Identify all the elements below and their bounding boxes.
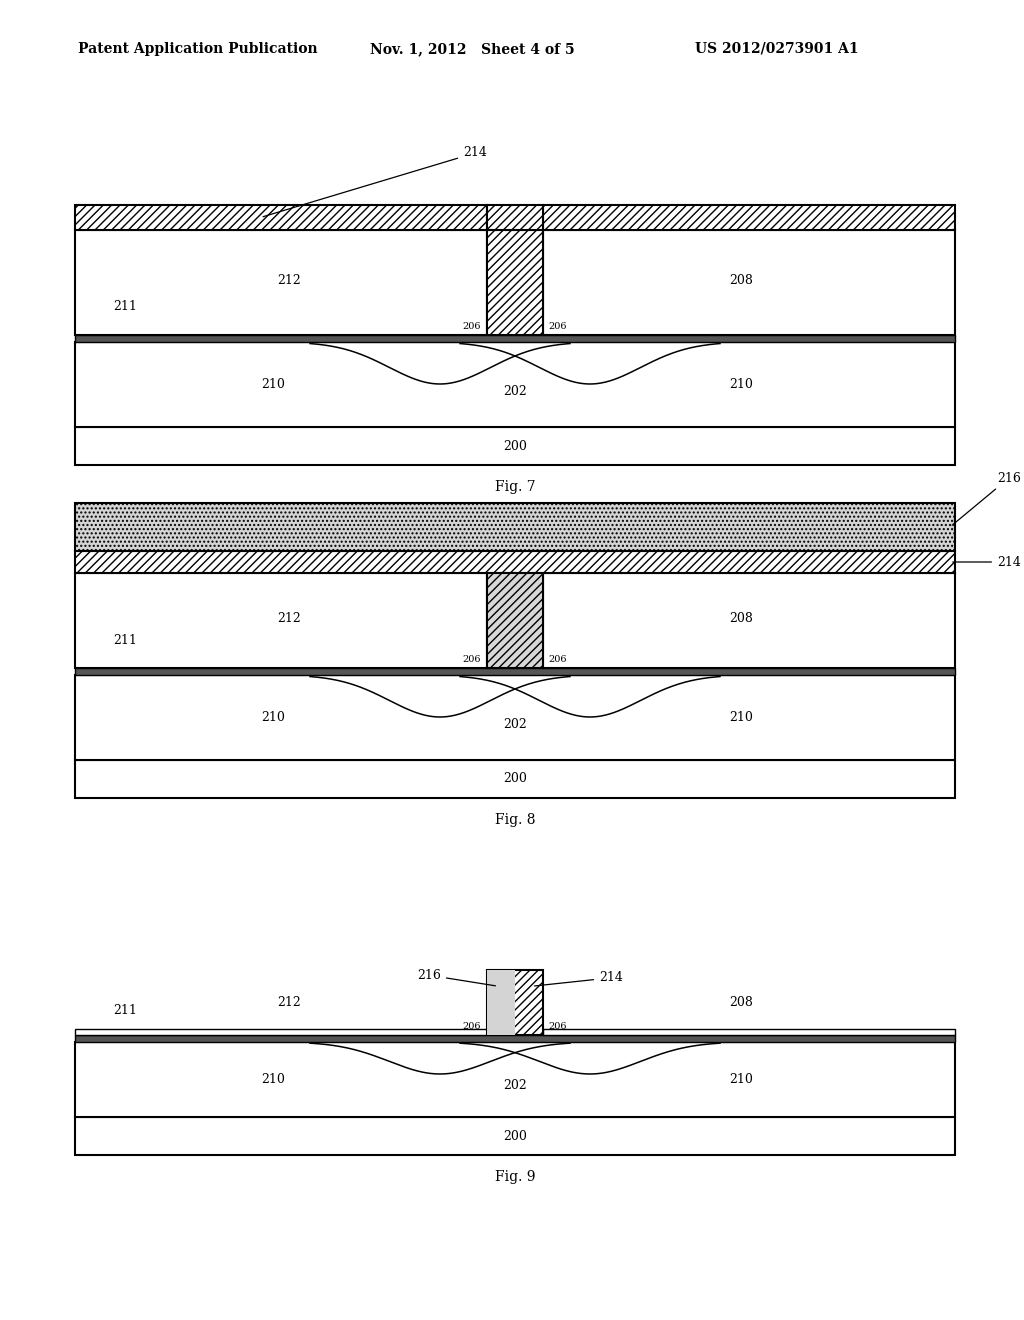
Bar (75, 426, 955, 465)
Bar (75, 205, 487, 230)
Text: 206: 206 (463, 1022, 481, 1031)
Text: 200: 200 (503, 772, 527, 785)
Bar (75, 675, 955, 760)
Bar (75, 1030, 487, 1035)
Text: 202: 202 (503, 385, 527, 397)
Text: 208: 208 (729, 612, 753, 626)
Bar (487, 205, 543, 230)
Text: Fig. 7: Fig. 7 (495, 480, 536, 494)
Bar (75, 503, 955, 550)
Text: 206: 206 (549, 322, 567, 331)
Bar (75, 335, 955, 342)
Text: Nov. 1, 2012   Sheet 4 of 5: Nov. 1, 2012 Sheet 4 of 5 (370, 42, 574, 55)
Text: 210: 210 (261, 711, 285, 723)
Text: 212: 212 (278, 612, 301, 626)
Text: 208: 208 (729, 997, 753, 1008)
Text: 212: 212 (278, 275, 301, 286)
Text: 210: 210 (729, 378, 753, 391)
Text: 212: 212 (278, 997, 301, 1008)
Text: 211: 211 (113, 1003, 137, 1016)
Bar (75, 1041, 955, 1117)
Bar (543, 1030, 955, 1035)
Text: 200: 200 (503, 440, 527, 453)
Text: 210: 210 (729, 711, 753, 723)
Bar (543, 573, 955, 668)
Text: 210: 210 (729, 1073, 753, 1086)
Text: 206: 206 (463, 655, 481, 664)
Bar (75, 1035, 955, 1041)
Bar (487, 230, 543, 335)
Bar (75, 668, 955, 675)
Text: 206: 206 (549, 1022, 567, 1031)
Text: 206: 206 (463, 322, 481, 331)
Bar (487, 573, 543, 668)
Text: 200: 200 (503, 1130, 527, 1143)
Text: 211: 211 (113, 634, 137, 647)
Text: 208: 208 (729, 275, 753, 286)
Text: 211: 211 (113, 301, 137, 314)
Bar (75, 1117, 955, 1155)
Text: 216: 216 (952, 471, 1021, 525)
Bar (75, 573, 487, 668)
Bar (75, 342, 955, 426)
Text: Patent Application Publication: Patent Application Publication (78, 42, 317, 55)
Text: 210: 210 (261, 1073, 285, 1086)
Text: 216: 216 (417, 969, 496, 986)
Bar (75, 760, 955, 799)
Bar (487, 970, 543, 1035)
Text: 210: 210 (261, 378, 285, 391)
Text: 202: 202 (503, 718, 527, 731)
Bar (487, 970, 515, 1035)
Text: 206: 206 (549, 655, 567, 664)
Text: US 2012/0273901 A1: US 2012/0273901 A1 (695, 42, 859, 55)
Bar (543, 205, 955, 230)
Text: Fig. 9: Fig. 9 (495, 1170, 536, 1184)
Text: 214: 214 (952, 556, 1021, 569)
Text: 214: 214 (263, 147, 487, 216)
Text: Fig. 8: Fig. 8 (495, 813, 536, 828)
Bar (75, 230, 487, 335)
Bar (543, 230, 955, 335)
Bar (75, 550, 955, 573)
Text: 214: 214 (535, 972, 623, 986)
Text: 202: 202 (503, 1078, 527, 1092)
